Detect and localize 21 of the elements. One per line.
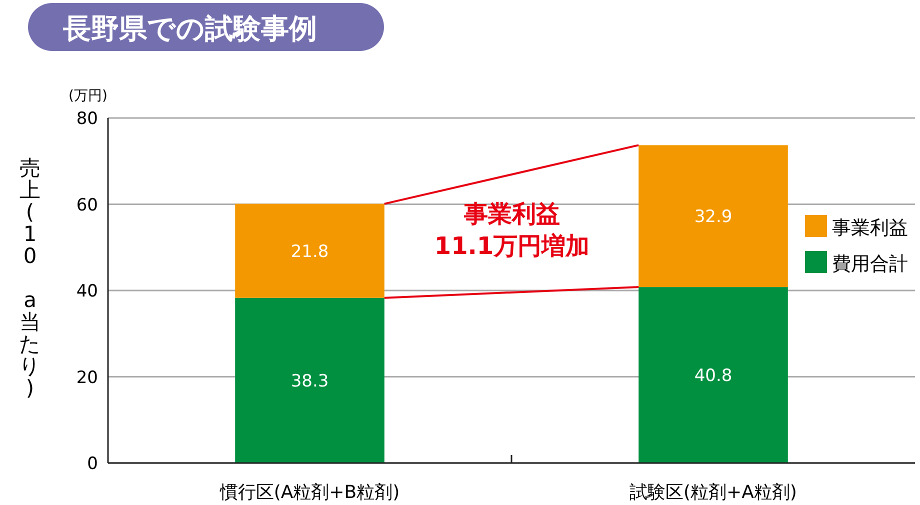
y-tick-label: 20 xyxy=(76,368,98,388)
annotation: 事業利益 11.1万円増加 xyxy=(434,200,590,260)
text: 売上(10 a当たり) xyxy=(19,156,41,400)
y-tick-label: 40 xyxy=(76,282,98,302)
bar xyxy=(638,287,788,463)
text: (万円) xyxy=(68,88,108,104)
data-label: 32.9 xyxy=(694,207,732,228)
y-tick-label: 0 xyxy=(87,454,98,474)
legend-label: 費用合計 xyxy=(832,253,908,275)
data-label: 40.8 xyxy=(694,366,732,386)
x-tick-label: 試験区(粒剤+A粒剤) xyxy=(630,482,797,503)
chart-title: 長野県での試験事例 xyxy=(62,12,317,45)
legend-label: 事業利益 xyxy=(832,217,908,239)
data-label: 21.8 xyxy=(290,242,329,262)
bar xyxy=(235,298,384,463)
data-label: 38.3 xyxy=(290,371,329,392)
y-tick-label: 60 xyxy=(76,195,98,216)
x-tick-label: 慣行区(A粒剤+B粒剤) xyxy=(218,482,400,503)
bar xyxy=(638,145,788,288)
y-tick-label: 80 xyxy=(76,109,98,129)
bar xyxy=(235,204,384,298)
